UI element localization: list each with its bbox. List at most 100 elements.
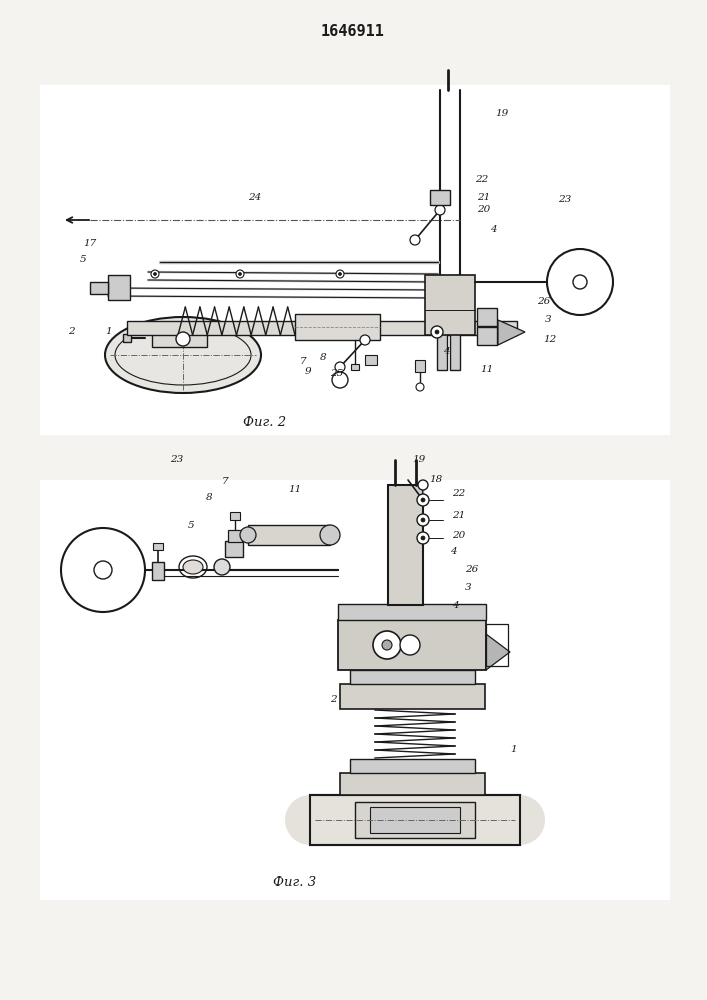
Circle shape (240, 527, 256, 543)
Text: 21: 21 (477, 192, 490, 202)
Text: 26: 26 (537, 298, 550, 306)
Text: 19: 19 (412, 456, 425, 464)
Circle shape (495, 795, 545, 845)
Text: Фиг. 3: Фиг. 3 (274, 876, 317, 888)
Circle shape (431, 326, 443, 338)
Text: 3: 3 (465, 584, 472, 592)
Bar (340, 773, 485, 795)
Ellipse shape (183, 560, 203, 574)
Bar (108, 275, 130, 300)
Bar (477, 308, 497, 326)
Polygon shape (486, 634, 510, 670)
Bar (370, 807, 460, 833)
Circle shape (238, 272, 242, 275)
Bar (248, 525, 330, 545)
Circle shape (417, 494, 429, 506)
Circle shape (547, 249, 613, 315)
Text: 7: 7 (300, 358, 307, 366)
Circle shape (285, 795, 335, 845)
Text: 8: 8 (320, 354, 327, 362)
Text: 5: 5 (80, 255, 87, 264)
Circle shape (400, 635, 420, 655)
Circle shape (94, 561, 112, 579)
Bar (127, 321, 517, 335)
Bar (338, 620, 486, 670)
Polygon shape (498, 320, 525, 345)
Text: 8: 8 (206, 493, 213, 502)
Circle shape (61, 528, 145, 612)
Bar (310, 795, 520, 845)
Bar (340, 684, 485, 709)
Circle shape (176, 332, 190, 346)
Text: 1646911: 1646911 (321, 24, 385, 39)
Circle shape (421, 518, 425, 522)
Bar (450, 275, 460, 370)
Circle shape (417, 532, 429, 544)
Bar (351, 364, 359, 370)
Bar (152, 329, 207, 347)
Text: 22: 22 (452, 489, 465, 498)
Circle shape (151, 270, 159, 278)
Circle shape (435, 205, 445, 215)
Bar (230, 512, 240, 520)
Circle shape (382, 640, 392, 650)
Circle shape (573, 275, 587, 289)
Text: 23: 23 (170, 456, 183, 464)
Text: 1: 1 (510, 746, 517, 754)
Text: 25: 25 (330, 368, 344, 377)
Text: 18: 18 (429, 476, 443, 485)
Text: 23: 23 (558, 196, 571, 205)
Bar (355, 802, 475, 838)
Text: 5: 5 (188, 522, 194, 530)
Circle shape (417, 514, 429, 526)
Bar (338, 604, 486, 620)
Text: 2: 2 (330, 696, 337, 704)
Text: 12: 12 (543, 336, 556, 344)
Text: 21: 21 (452, 512, 465, 520)
Bar (425, 275, 475, 335)
Bar (40, 480, 670, 900)
Bar (437, 275, 447, 370)
Bar (310, 795, 520, 845)
Bar (486, 624, 508, 666)
Circle shape (418, 480, 428, 490)
Circle shape (421, 498, 425, 502)
Text: 20: 20 (452, 530, 465, 540)
Circle shape (335, 362, 345, 372)
Circle shape (416, 383, 424, 391)
Text: 11: 11 (288, 486, 301, 494)
Bar (228, 530, 242, 542)
Text: 24: 24 (248, 194, 262, 202)
Circle shape (435, 330, 439, 334)
Ellipse shape (105, 317, 261, 393)
Circle shape (214, 559, 230, 575)
Circle shape (332, 372, 348, 388)
Ellipse shape (115, 325, 251, 385)
Text: 4: 4 (450, 548, 457, 556)
Bar (415, 360, 425, 372)
Bar (430, 190, 450, 205)
Text: 3: 3 (545, 316, 551, 324)
Text: 19: 19 (495, 108, 508, 117)
Circle shape (373, 631, 401, 659)
Circle shape (360, 335, 370, 345)
Bar (365, 355, 377, 365)
Bar (123, 334, 131, 342)
Text: 1: 1 (105, 328, 112, 336)
Bar (388, 485, 423, 605)
Bar (153, 543, 163, 550)
Bar (350, 670, 475, 684)
Text: 4: 4 (452, 600, 459, 609)
Circle shape (410, 235, 420, 245)
Circle shape (336, 270, 344, 278)
Text: 9: 9 (305, 367, 312, 376)
Circle shape (339, 272, 341, 275)
Bar (295, 314, 380, 340)
Bar (152, 562, 164, 580)
Text: 4: 4 (490, 226, 496, 234)
Text: 7: 7 (222, 478, 228, 487)
Circle shape (320, 525, 340, 545)
Text: Фиг. 2: Фиг. 2 (243, 416, 286, 428)
Circle shape (236, 270, 244, 278)
Text: 26: 26 (465, 566, 478, 574)
